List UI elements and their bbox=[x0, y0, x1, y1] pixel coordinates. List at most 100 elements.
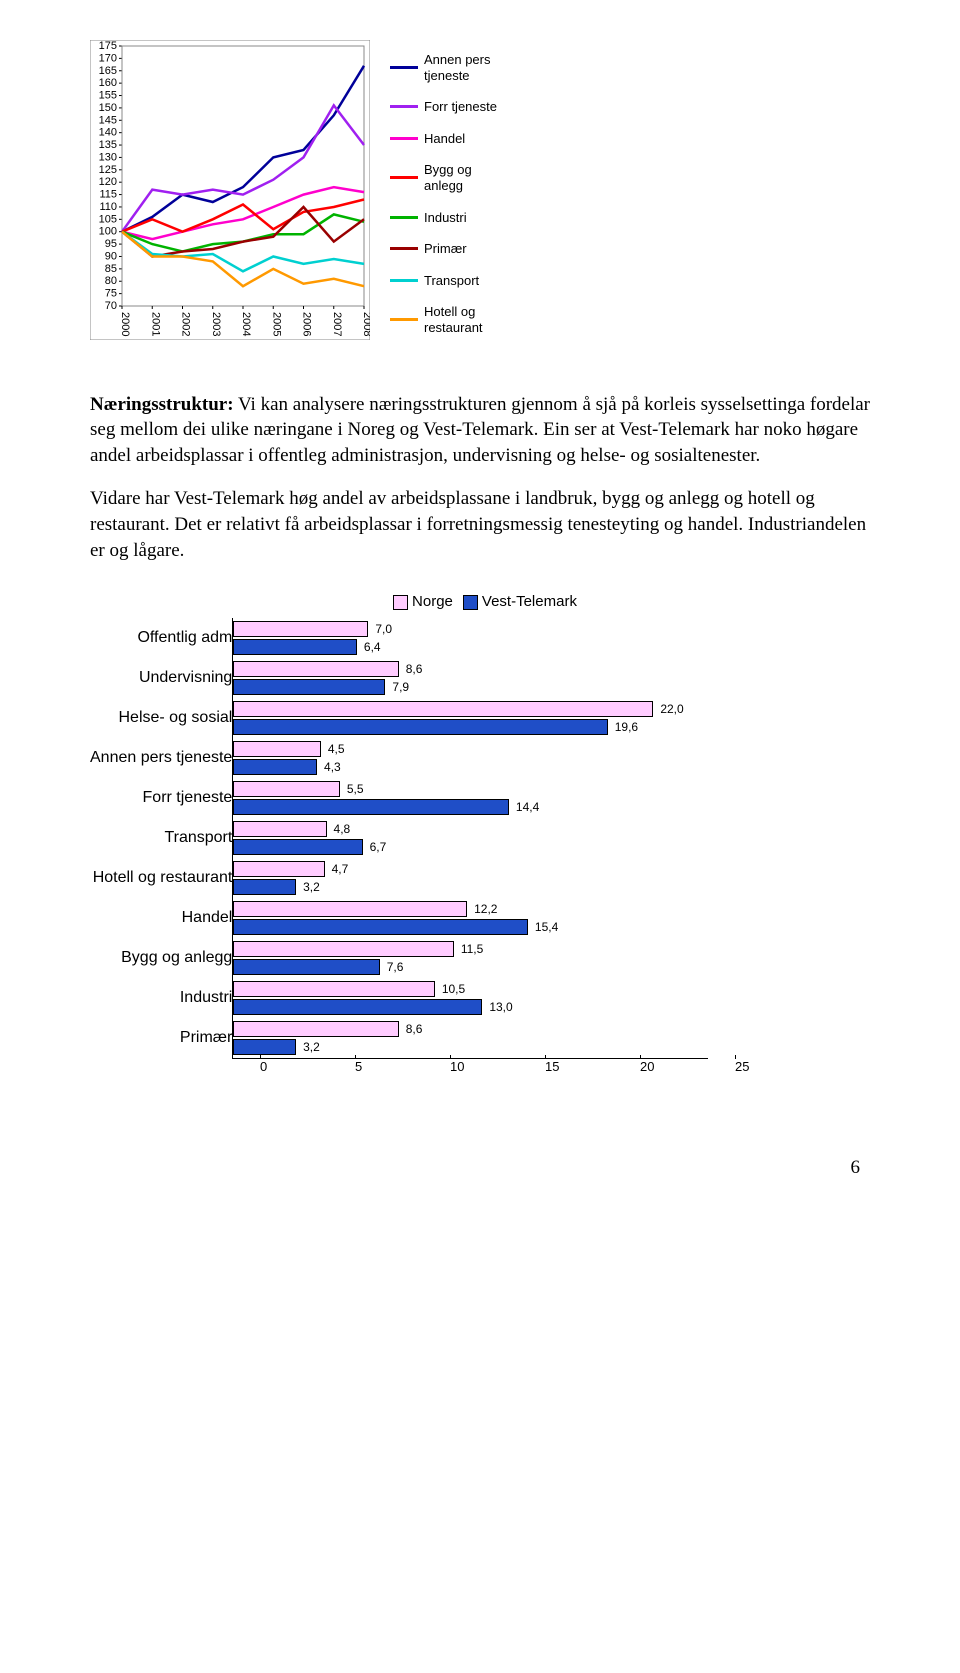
bar-value-label: 14,4 bbox=[516, 800, 539, 814]
y-tick-label: 165 bbox=[99, 65, 117, 77]
bar-value-label: 7,9 bbox=[392, 680, 409, 694]
bar-value-label: 8,6 bbox=[406, 1022, 423, 1036]
y-tick-label: 175 bbox=[99, 40, 117, 52]
legend-item: Bygg og anlegg bbox=[390, 162, 514, 193]
y-tick-label: 85 bbox=[105, 263, 117, 275]
bar-value-label: 19,6 bbox=[615, 720, 638, 734]
legend-label: Handel bbox=[424, 131, 465, 147]
legend-label: Forr tjeneste bbox=[424, 99, 497, 115]
bar-norge: 22,0 bbox=[233, 701, 653, 717]
bar-value-label: 4,5 bbox=[328, 742, 345, 756]
legend-swatch bbox=[390, 105, 418, 108]
x-tick-label: 2007 bbox=[331, 312, 343, 336]
bar-norge: 4,5 bbox=[233, 741, 321, 757]
bar-vest: 13,0 bbox=[233, 999, 482, 1015]
bar-category-label: Forr tjeneste bbox=[90, 778, 232, 818]
y-tick-label: 170 bbox=[99, 52, 117, 64]
bar-value-label: 22,0 bbox=[660, 702, 683, 716]
bar-value-label: 15,4 bbox=[535, 920, 558, 934]
bar-value-label: 12,2 bbox=[474, 902, 497, 916]
y-tick-label: 135 bbox=[99, 139, 117, 151]
legend-swatch bbox=[390, 216, 418, 219]
bar-value-label: 6,4 bbox=[364, 640, 381, 654]
bar-vest: 7,6 bbox=[233, 959, 379, 975]
bar-vest: 15,4 bbox=[233, 919, 528, 935]
bar-norge: 4,7 bbox=[233, 861, 324, 877]
x-tick-label: 2004 bbox=[240, 312, 252, 336]
bar-norge: 12,2 bbox=[233, 901, 467, 917]
legend-label: Transport bbox=[424, 273, 479, 289]
bar-value-label: 8,6 bbox=[406, 662, 423, 676]
line-chart-svg: 7075808590951001051101151201251301351401… bbox=[90, 40, 370, 340]
legend-label: Bygg og anlegg bbox=[424, 162, 514, 193]
y-tick-label: 90 bbox=[105, 250, 117, 262]
legend-label: Industri bbox=[424, 210, 467, 226]
paragraph-1-lead: Næringsstruktur: bbox=[90, 394, 234, 415]
bar-vest: 3,2 bbox=[233, 879, 296, 895]
legend-item: Forr tjeneste bbox=[390, 99, 514, 115]
bar-norge: 11,5 bbox=[233, 941, 454, 957]
y-tick-label: 145 bbox=[99, 114, 117, 126]
bar-vest: 19,6 bbox=[233, 719, 607, 735]
bar-plot-area: 7,06,48,67,922,019,64,54,35,514,44,86,74… bbox=[232, 618, 708, 1059]
bar-norge: 10,5 bbox=[233, 981, 435, 997]
legend-item: Hotell og restaurant bbox=[390, 304, 514, 335]
bar-value-label: 5,5 bbox=[347, 782, 364, 796]
legend-swatch bbox=[390, 137, 418, 140]
legend-item: Primær bbox=[390, 241, 514, 257]
bar-vest: 7,9 bbox=[233, 679, 385, 695]
y-tick-label: 155 bbox=[99, 90, 117, 102]
bar-value-label: 4,3 bbox=[324, 760, 341, 774]
legend-swatch bbox=[390, 66, 418, 69]
bar-chart-region: NorgeVest-Telemark Offentlig admUndervis… bbox=[90, 593, 870, 1077]
legend-swatch bbox=[390, 318, 418, 321]
bar-chart: Offentlig admUndervisningHelse- og sosia… bbox=[90, 618, 870, 1077]
legend-item: Handel bbox=[390, 131, 514, 147]
bar-value-label: 11,5 bbox=[461, 942, 483, 956]
legend-item: Industri bbox=[390, 210, 514, 226]
bar-legend-swatch bbox=[463, 595, 478, 610]
legend-label: Annen pers tjeneste bbox=[424, 52, 514, 83]
bar-x-axis: 0510152025 bbox=[260, 1059, 735, 1077]
bar-category-label: Hotell og restaurant bbox=[90, 858, 232, 898]
bar-category-label: Annen pers tjeneste bbox=[90, 738, 232, 778]
legend-item: Transport bbox=[390, 273, 514, 289]
y-tick-label: 140 bbox=[99, 127, 117, 139]
y-tick-label: 105 bbox=[99, 213, 117, 225]
x-tick-label: 2008 bbox=[361, 312, 370, 336]
x-tick-label: 2006 bbox=[301, 312, 313, 336]
bar-value-label: 3,2 bbox=[303, 1040, 320, 1054]
x-tick-label: 2002 bbox=[180, 312, 192, 336]
y-tick-label: 160 bbox=[99, 77, 117, 89]
y-tick-label: 100 bbox=[99, 226, 117, 238]
bar-category-label: Primær bbox=[90, 1018, 232, 1058]
line-chart-legend: Annen pers tjeneste Forr tjeneste Handel… bbox=[390, 40, 514, 352]
bar-value-label: 10,5 bbox=[442, 982, 465, 996]
x-tick-label: 2001 bbox=[149, 312, 161, 336]
bar-category-label: Offentlig adm bbox=[90, 618, 232, 658]
y-tick-label: 110 bbox=[99, 201, 117, 213]
bar-value-label: 13,0 bbox=[489, 1000, 512, 1014]
bar-value-label: 7,6 bbox=[387, 960, 404, 974]
y-tick-label: 125 bbox=[99, 164, 117, 176]
bar-value-label: 4,8 bbox=[334, 822, 351, 836]
bar-chart-legend: NorgeVest-Telemark bbox=[90, 593, 870, 610]
paragraph-1: Næringsstruktur: Vi kan analysere næring… bbox=[90, 392, 870, 469]
line-chart-region: 7075808590951001051101151201251301351401… bbox=[90, 40, 870, 352]
bar-value-label: 7,0 bbox=[375, 622, 392, 636]
bar-category-label: Bygg og anlegg bbox=[90, 938, 232, 978]
bar-value-label: 3,2 bbox=[303, 880, 320, 894]
legend-swatch bbox=[390, 176, 418, 179]
y-tick-label: 95 bbox=[105, 238, 117, 250]
y-tick-label: 130 bbox=[99, 151, 117, 163]
y-tick-label: 80 bbox=[105, 275, 117, 287]
legend-swatch bbox=[390, 279, 418, 282]
bar-value-label: 4,7 bbox=[332, 862, 349, 876]
bar-vest: 4,3 bbox=[233, 759, 317, 775]
bar-norge: 7,0 bbox=[233, 621, 368, 637]
bar-category-label: Helse- og sosial bbox=[90, 698, 232, 738]
bar-category-label: Handel bbox=[90, 898, 232, 938]
bar-legend-label: Vest-Telemark bbox=[482, 593, 577, 610]
y-tick-label: 120 bbox=[99, 176, 117, 188]
bar-vest: 6,7 bbox=[233, 839, 362, 855]
